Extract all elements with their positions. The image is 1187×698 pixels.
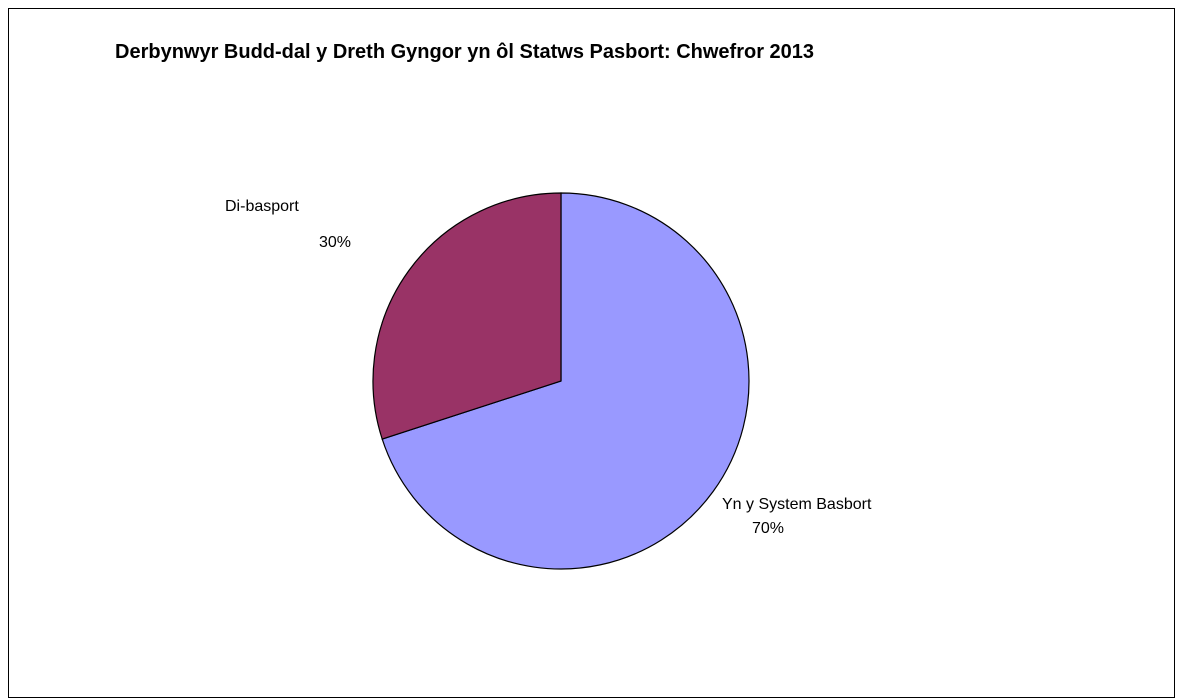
pie-slice-0 [381,192,750,570]
slice-value-0: 70% [752,520,784,537]
slice-value-1: 30% [319,234,351,251]
chart-title: Derbynwyr Budd-dal y Dreth Gyngor yn ôl … [115,41,815,63]
slice-label-0: Yn y System Basbort [722,496,872,513]
pie-chart: Yn y System Basbort 70% Di-basport 30% [225,192,872,570]
slice-label-1: Di-basport [225,198,299,215]
pie-slice-1 [372,192,562,440]
